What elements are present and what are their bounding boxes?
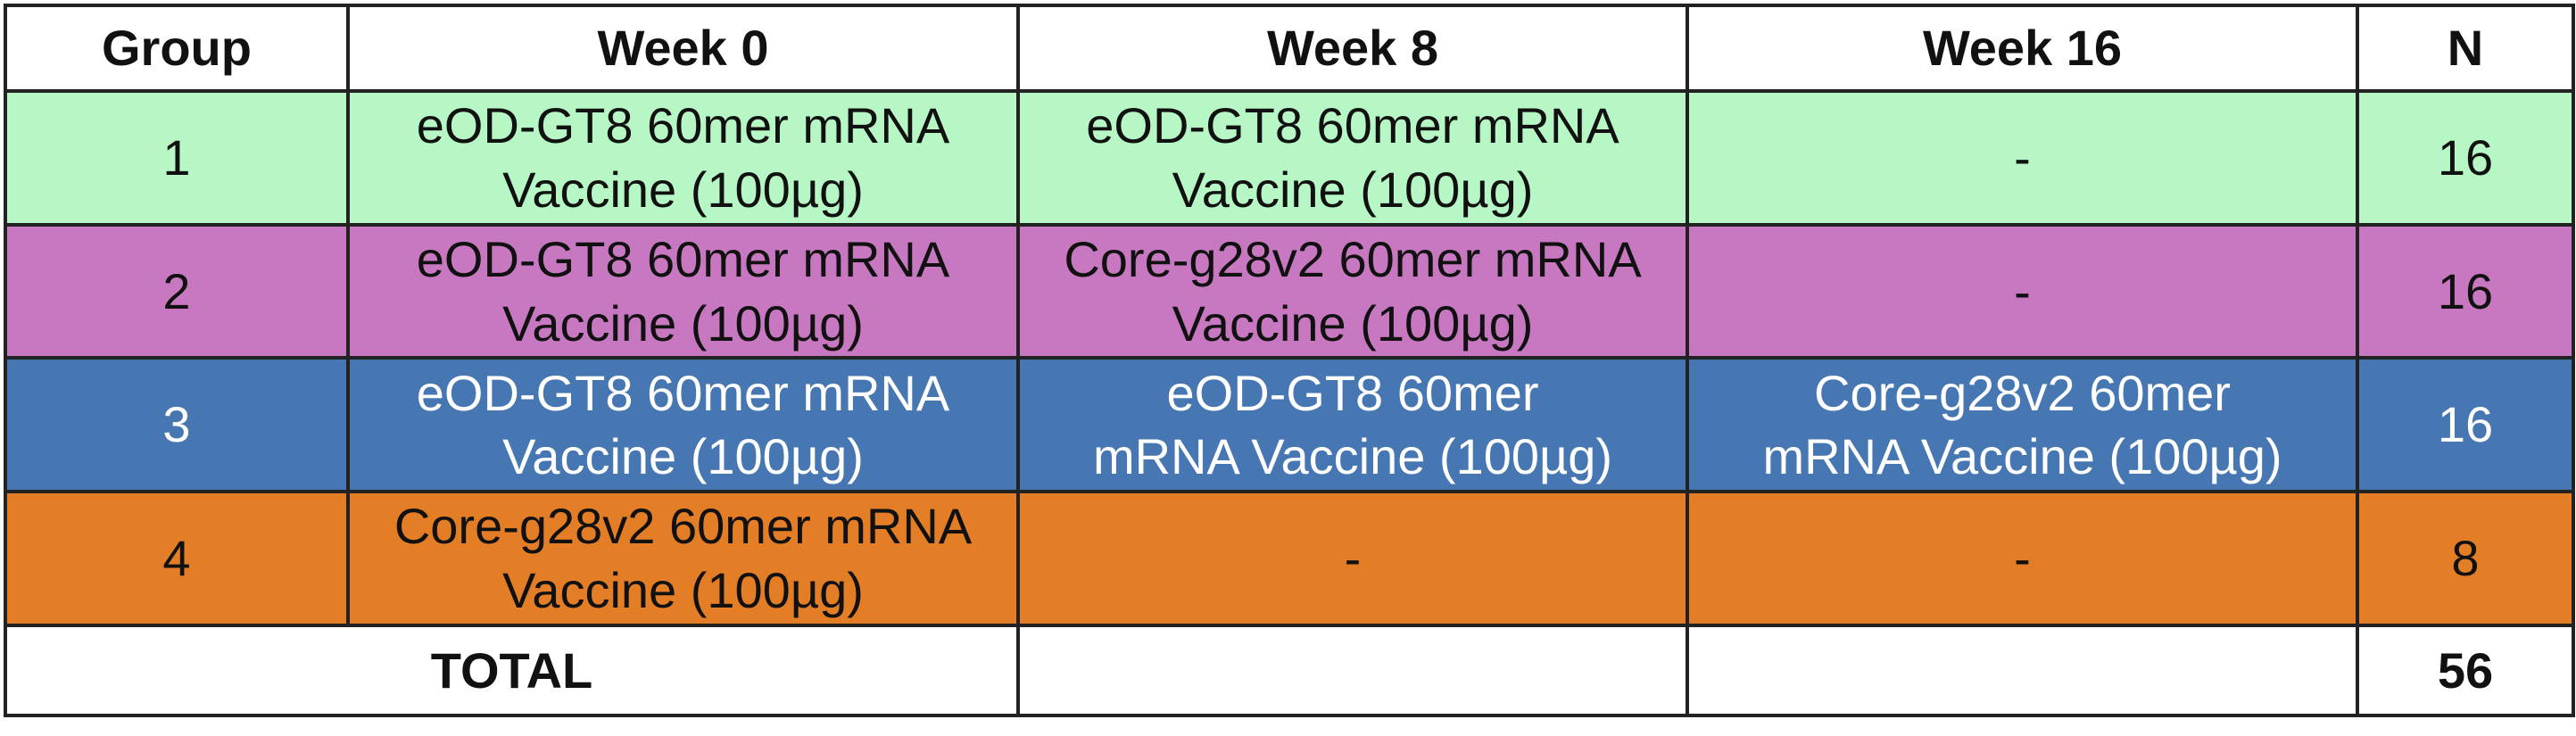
cell-week-8: - [1016,490,1689,627]
table-row-group-1: 1 eOD-GT8 60mer mRNA Vaccine (100µg) eOD… [4,89,2575,227]
cell-line: Core-g28v2 60mer [1814,364,2231,421]
cell-week-8: eOD-GT8 60mer mRNA Vaccine (100µg) [1016,89,1689,227]
cell-group: 3 [4,356,350,494]
table-row-group-4: 4 Core-g28v2 60mer mRNA Vaccine (100µg) … [4,490,2575,627]
cell-week-0: eOD-GT8 60mer mRNA Vaccine (100µg) [346,222,1020,360]
study-groups-table: Group Week 0 Week 8 Week 16 N 1 eOD-GT8 … [4,4,2575,718]
cell-week-0: eOD-GT8 60mer mRNA Vaccine (100µg) [346,89,1020,227]
cell-line: eOD-GT8 60mer mRNA [416,97,950,154]
study-groups-table-wrapper: Group Week 0 Week 8 Week 16 N 1 eOD-GT8 … [4,4,2575,718]
cell-line: Vaccine (100µg) [502,428,864,485]
cell-line: - [2014,530,2031,587]
cell-n: 8 [2356,490,2575,627]
table-row-group-2: 2 eOD-GT8 60mer mRNA Vaccine (100µg) Cor… [4,222,2575,360]
cell-week-8: eOD-GT8 60mer mRNA Vaccine (100µg) [1016,356,1689,494]
cell-line: Vaccine (100µg) [502,294,864,351]
cell-line: eOD-GT8 60mer mRNA [416,230,950,287]
header-n: N [2356,4,2575,93]
cell-week-16: Core-g28v2 60mer mRNA Vaccine (100µg) [1686,356,2359,494]
header-week-16: Week 16 [1686,4,2359,93]
cell-week-16: - [1686,89,2359,227]
cell-line: - [2014,129,2031,186]
header-row: Group Week 0 Week 8 Week 16 N [4,4,2575,93]
total-week-16 [1686,623,2359,718]
cell-group: 1 [4,89,350,227]
cell-n: 16 [2356,89,2575,227]
cell-week-0: eOD-GT8 60mer mRNA Vaccine (100µg) [346,356,1020,494]
cell-line: Core-g28v2 60mer mRNA [1064,230,1642,287]
cell-line: eOD-GT8 60mer [1166,364,1539,421]
cell-line: Vaccine (100µg) [502,161,864,218]
cell-group: 4 [4,490,350,627]
total-row: TOTAL 56 [4,623,2575,718]
cell-line: Vaccine (100µg) [1172,161,1534,218]
cell-week-8: Core-g28v2 60mer mRNA Vaccine (100µg) [1016,222,1689,360]
table-row-group-3: 3 eOD-GT8 60mer mRNA Vaccine (100µg) eOD… [4,356,2575,494]
total-week-8 [1016,623,1689,718]
cell-line: - [1344,530,1362,587]
header-week-8: Week 8 [1016,4,1689,93]
cell-line: - [2014,262,2031,319]
cell-line: eOD-GT8 60mer mRNA [1086,97,1619,154]
cell-line: mRNA Vaccine (100µg) [1762,428,2282,485]
header-group: Group [4,4,350,93]
cell-line: Core-g28v2 60mer mRNA [393,498,973,555]
cell-line: eOD-GT8 60mer mRNA [416,364,950,421]
cell-n: 16 [2356,222,2575,360]
cell-week-16: - [1686,222,2359,360]
cell-line: Vaccine (100µg) [1172,294,1534,351]
cell-line: Vaccine (100µg) [502,561,864,618]
cell-week-0: Core-g28v2 60mer mRNA Vaccine (100µg) [346,490,1020,627]
cell-n: 16 [2356,356,2575,494]
cell-group: 2 [4,222,350,360]
cell-week-16: - [1686,490,2359,627]
total-n: 56 [2356,623,2575,718]
total-label: TOTAL [4,623,1020,718]
header-week-0: Week 0 [346,4,1020,93]
cell-line: mRNA Vaccine (100µg) [1092,428,1613,485]
